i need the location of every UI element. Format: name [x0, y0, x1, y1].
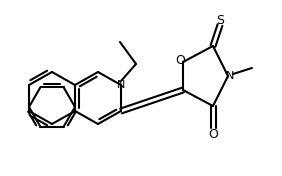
Text: N: N	[226, 71, 234, 81]
Text: O: O	[208, 127, 218, 140]
Text: N: N	[117, 80, 125, 90]
Text: S: S	[216, 14, 224, 27]
Text: O: O	[175, 55, 185, 68]
